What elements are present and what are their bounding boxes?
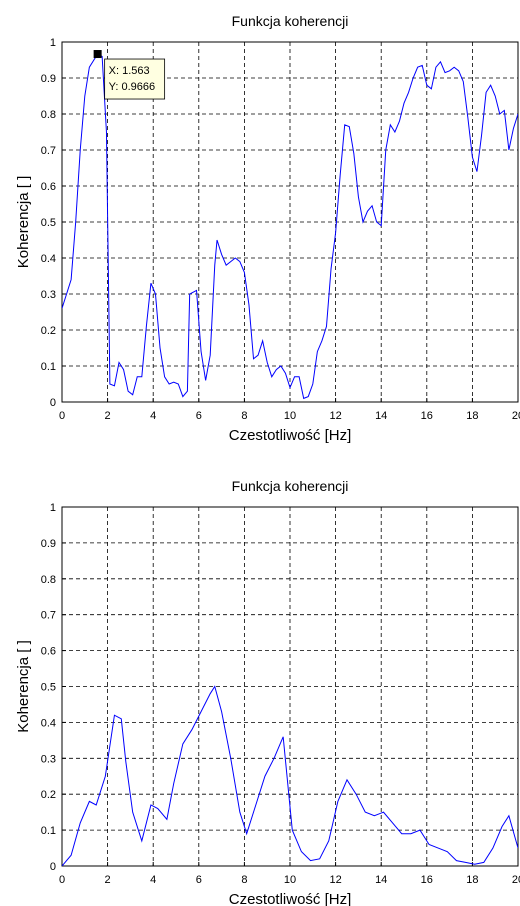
chart-title: Funkcja koherencji <box>232 478 349 494</box>
datatip-box <box>104 58 166 100</box>
y-tick-label: 0.9 <box>41 538 56 550</box>
y-tick-label: 0.8 <box>41 109 56 121</box>
x-tick-label: 0 <box>59 410 65 422</box>
y-tick-label: 0.4 <box>41 717 56 729</box>
x-tick-label: 12 <box>329 410 341 422</box>
x-axis-label: Czestotliwość [Hz] <box>229 891 352 906</box>
y-tick-label: 0.6 <box>41 181 56 193</box>
y-tick-label: 0.3 <box>41 289 56 301</box>
x-tick-label: 8 <box>241 410 247 422</box>
data-line <box>62 53 518 400</box>
x-tick-label: 16 <box>421 874 433 886</box>
x-tick-label: 18 <box>466 410 478 422</box>
y-tick-label: 0.1 <box>41 825 56 837</box>
x-tick-label: 14 <box>375 410 387 422</box>
y-tick-label: 0.2 <box>41 325 56 337</box>
x-tick-label: 4 <box>150 874 156 886</box>
x-tick-label: 12 <box>329 874 341 886</box>
y-tick-label: 0.3 <box>41 753 56 765</box>
data-line <box>62 685 518 866</box>
x-tick-label: 4 <box>150 410 156 422</box>
axes-box <box>61 41 519 403</box>
y-tick-label: 0.9 <box>41 73 56 85</box>
datatip-marker <box>93 50 102 59</box>
y-axis-label: Koherencja [ ] <box>15 640 32 733</box>
y-tick-label: 1 <box>50 502 56 514</box>
axes-box <box>61 506 519 867</box>
y-tick-label: 0 <box>50 397 56 409</box>
y-tick-label: 0 <box>50 861 56 873</box>
y-tick-label: 0.7 <box>41 610 56 622</box>
y-axis-label: Koherencja [ ] <box>15 176 32 269</box>
x-tick-label: 10 <box>284 410 296 422</box>
x-tick-label: 10 <box>284 874 296 886</box>
x-tick-label: 20 <box>512 410 520 422</box>
y-tick-label: 1 <box>50 37 56 49</box>
y-tick-label: 0.5 <box>41 217 56 229</box>
x-tick-label: 2 <box>105 874 111 886</box>
y-tick-label: 0.8 <box>41 574 56 586</box>
x-tick-label: 0 <box>59 874 65 886</box>
x-tick-label: 6 <box>196 410 202 422</box>
x-tick-label: 18 <box>466 874 478 886</box>
x-tick-label: 2 <box>105 410 111 422</box>
datatip-y: Y: 0.9666 <box>109 81 156 93</box>
x-tick-label: 6 <box>196 874 202 886</box>
y-tick-label: 0.4 <box>41 253 56 265</box>
x-tick-label: 8 <box>241 874 247 886</box>
y-tick-label: 0.1 <box>41 361 56 373</box>
y-tick-label: 0.2 <box>41 789 56 801</box>
x-tick-label: 20 <box>512 874 520 886</box>
x-tick-label: 14 <box>375 874 387 886</box>
y-tick-label: 0.7 <box>41 145 56 157</box>
x-axis-label: Czestotliwość [Hz] <box>229 427 352 444</box>
y-tick-label: 0.5 <box>41 682 56 694</box>
y-tick-label: 0.6 <box>41 646 56 658</box>
datatip-x: X: 1.563 <box>109 65 150 77</box>
x-tick-label: 16 <box>421 410 433 422</box>
chart-title: Funkcja koherencji <box>232 13 349 29</box>
